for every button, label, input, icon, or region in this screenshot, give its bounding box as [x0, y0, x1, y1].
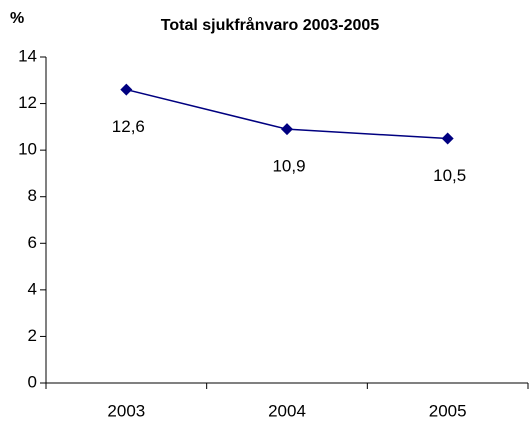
data-label: 12,6 [112, 117, 145, 136]
y-tick-label: 10 [18, 140, 37, 159]
y-tick-label: 4 [28, 279, 37, 298]
x-tick-label: 2004 [268, 401, 306, 420]
y-tick-label: 2 [28, 326, 37, 345]
data-label: 10,5 [433, 166, 466, 185]
data-point [281, 123, 293, 136]
y-tick-label: 0 [28, 372, 37, 391]
x-tick-label: 2003 [107, 401, 145, 420]
y-tick-label: 14 [18, 46, 37, 65]
y-tick-label: 8 [28, 186, 37, 205]
y-axis-label: % [10, 10, 24, 27]
x-tick-label: 2005 [429, 401, 467, 420]
chart-title: Total sjukfrånvaro 2003-2005 [161, 16, 380, 34]
y-tick-label: 12 [18, 93, 37, 112]
data-point [120, 83, 133, 96]
y-tick-label: 6 [28, 233, 37, 252]
data-label: 10,9 [272, 157, 305, 176]
data-point [441, 132, 454, 145]
